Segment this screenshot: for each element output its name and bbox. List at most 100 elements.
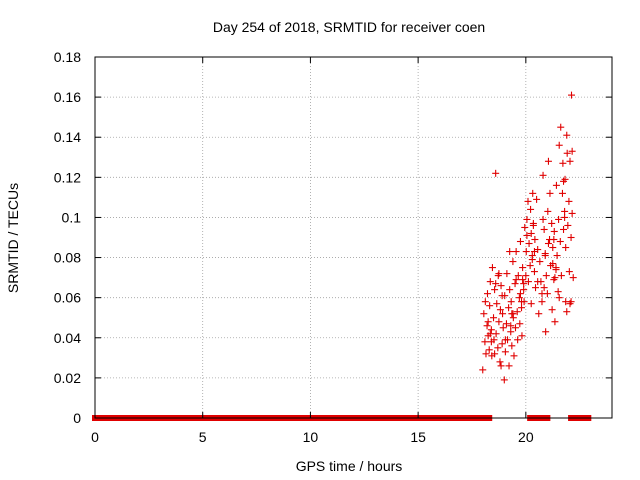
data-point xyxy=(530,268,538,276)
data-point xyxy=(535,310,543,318)
y-tick-label: 0.02 xyxy=(54,370,81,386)
data-point xyxy=(486,302,494,310)
y-tick-label: 0.18 xyxy=(54,49,81,65)
data-point xyxy=(493,300,501,308)
data-point xyxy=(511,324,519,332)
data-point xyxy=(497,282,505,290)
data-point xyxy=(524,197,532,205)
data-point xyxy=(488,264,496,272)
data-point xyxy=(557,123,565,131)
y-axis-label: SRMTID / TECUs xyxy=(5,183,21,293)
data-point xyxy=(492,280,500,288)
data-point xyxy=(523,215,531,223)
data-point xyxy=(532,284,540,292)
data-point xyxy=(555,294,563,302)
x-axis-ticks: 0 5 10 15 20 xyxy=(91,57,534,445)
data-point xyxy=(555,141,563,149)
data-point xyxy=(479,366,487,374)
data-point xyxy=(520,280,528,288)
data-point xyxy=(518,304,526,312)
data-point xyxy=(556,238,564,246)
data-point xyxy=(499,324,507,332)
data-point xyxy=(492,169,500,177)
x-tick-label: 15 xyxy=(410,429,426,445)
data-point xyxy=(483,290,491,298)
data-point xyxy=(484,318,492,326)
data-point xyxy=(525,240,533,248)
data-point xyxy=(527,205,535,213)
data-point xyxy=(509,258,517,266)
data-point xyxy=(541,252,549,260)
x-tick-label: 0 xyxy=(91,429,99,445)
data-point xyxy=(491,286,499,294)
data-points xyxy=(479,91,577,384)
data-point xyxy=(519,276,527,284)
data-point xyxy=(512,248,520,256)
data-point xyxy=(544,207,552,215)
data-point xyxy=(528,256,536,264)
data-point xyxy=(507,322,515,330)
data-point xyxy=(506,248,514,256)
data-point xyxy=(497,362,505,370)
data-point xyxy=(527,229,535,237)
data-point xyxy=(531,236,539,244)
data-point xyxy=(519,264,527,272)
y-tick-label: 0.1 xyxy=(62,209,82,225)
data-point xyxy=(487,338,495,346)
data-point xyxy=(557,272,565,280)
data-point xyxy=(561,213,569,221)
data-point xyxy=(510,352,518,360)
data-point xyxy=(533,195,541,203)
data-point xyxy=(486,330,494,338)
data-point xyxy=(568,209,576,217)
data-point xyxy=(508,342,516,350)
plot-frame xyxy=(94,56,613,419)
data-point xyxy=(551,274,559,282)
data-point xyxy=(566,157,574,165)
data-point xyxy=(538,290,546,298)
data-point xyxy=(508,310,516,318)
y-tick-label: 0.14 xyxy=(54,129,81,145)
data-point xyxy=(540,225,548,233)
x-axis-label: GPS time / hours xyxy=(296,458,403,474)
data-point xyxy=(566,300,574,308)
data-point xyxy=(542,328,550,336)
y-tick-label: 0.16 xyxy=(54,89,81,105)
data-point xyxy=(548,219,556,227)
data-point xyxy=(563,149,571,157)
data-point xyxy=(565,197,573,205)
data-point xyxy=(511,280,519,288)
data-point xyxy=(503,270,511,278)
data-point xyxy=(480,310,488,318)
data-point xyxy=(491,350,499,358)
data-point xyxy=(483,322,491,330)
data-point xyxy=(561,207,569,215)
x-tick-label: 20 xyxy=(518,429,534,445)
data-point xyxy=(516,290,524,298)
data-point xyxy=(539,215,547,223)
data-point xyxy=(568,147,576,155)
grid-lines xyxy=(95,57,612,418)
data-point xyxy=(549,244,557,252)
data-point xyxy=(555,215,563,223)
data-point xyxy=(568,91,576,99)
data-point xyxy=(490,314,498,322)
data-point xyxy=(515,294,523,302)
data-point xyxy=(569,274,577,282)
data-point xyxy=(501,336,509,344)
y-tick-label: 0.12 xyxy=(54,169,81,185)
data-point xyxy=(565,268,573,276)
data-point xyxy=(553,252,561,260)
data-point xyxy=(506,286,514,294)
data-point xyxy=(514,272,522,280)
data-point xyxy=(563,131,571,139)
data-point xyxy=(514,336,522,344)
data-point xyxy=(481,298,489,306)
data-point xyxy=(550,236,558,244)
data-point xyxy=(562,298,570,306)
data-point xyxy=(527,300,535,308)
data-point xyxy=(539,171,547,179)
data-point xyxy=(542,272,550,280)
data-point xyxy=(560,177,568,185)
